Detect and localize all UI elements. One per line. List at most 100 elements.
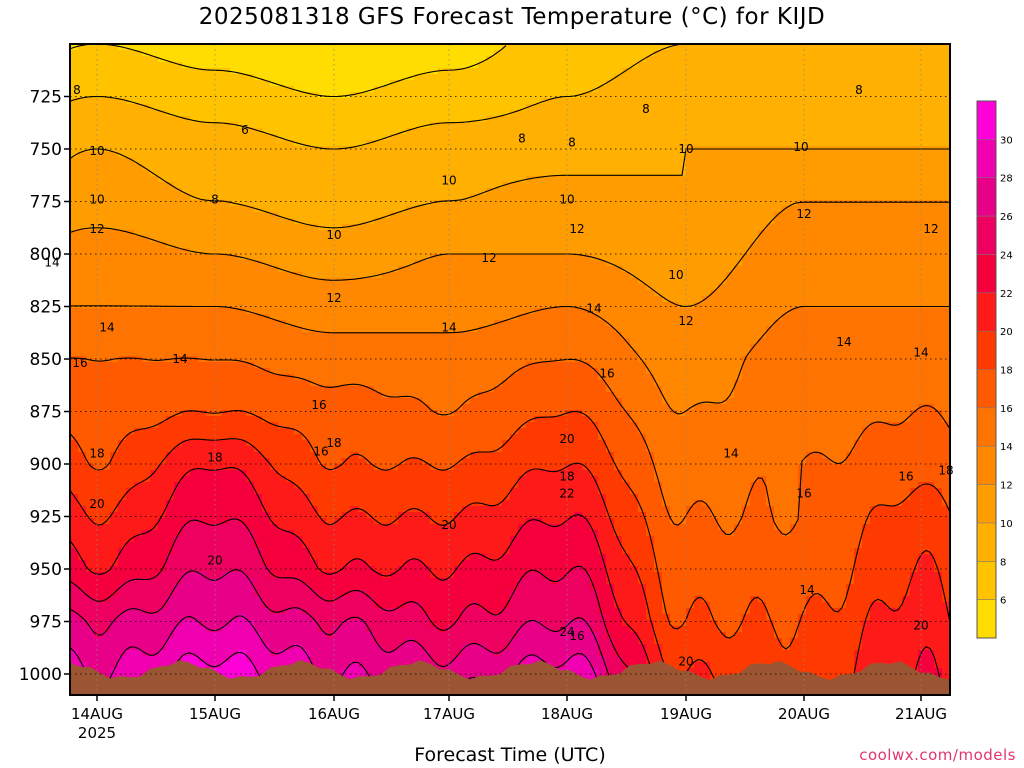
temperature-cell [134,266,143,273]
temperature-cell [334,284,343,291]
temperature-cell [358,242,367,249]
temperature-cell [182,188,191,195]
temperature-cell [286,56,295,63]
temperature-cell [198,236,207,243]
temperature-cell [430,224,439,231]
temperature-cell [158,188,167,195]
temperature-cell [134,122,143,129]
temperature-cell [358,296,367,303]
temperature-cell [430,344,439,351]
temperature-cell [230,344,239,351]
temperature-cell [86,506,95,513]
temperature-cell [406,398,415,405]
temperature-cell [342,542,351,549]
temperature-cell [254,374,263,381]
temperature-cell [214,92,223,99]
temperature-cell [246,536,255,543]
temperature-cell [350,146,359,153]
temperature-cell [350,398,359,405]
temperature-cell [294,656,303,663]
temperature-cell [406,206,415,213]
temperature-cell [198,56,207,63]
temperature-cell [286,242,295,249]
temperature-cell [398,326,407,333]
temperature-cell [430,428,439,435]
temperature-cell [366,530,375,537]
temperature-cell [190,50,199,57]
temperature-cell [406,50,415,57]
temperature-cell [310,350,319,357]
temperature-cell [414,92,423,99]
temperature-cell [414,584,423,591]
temperature-cell [134,344,143,351]
temperature-cell [262,350,271,357]
temperature-cell [118,548,127,555]
temperature-cell [102,176,111,183]
temperature-cell [398,620,407,627]
temperature-cell [262,56,271,63]
temperature-cell [390,440,399,447]
temperature-cell [430,512,439,519]
temperature-cell [326,452,335,459]
temperature-cell [126,188,135,195]
temperature-cell [222,326,231,333]
temperature-cell [278,92,287,99]
temperature-cell [134,56,143,63]
temperature-cell [174,470,183,477]
temperature-cell [174,488,183,495]
temperature-cell [214,212,223,219]
temperature-cell [278,662,287,669]
temperature-cell [102,44,111,51]
temperature-cell [166,602,175,609]
temperature-cell [102,266,111,273]
temperature-cell [390,350,399,357]
temperature-cell [342,206,351,213]
temperature-cell [286,380,295,387]
temperature-cell [262,206,271,213]
temperature-cell [102,314,111,321]
temperature-cell [94,620,103,627]
temperature-cell [382,488,391,495]
temperature-cell [358,56,367,63]
temperature-cell [110,302,119,309]
temperature-cell [262,338,271,345]
temperature-cell [110,158,119,165]
temperature-cell [310,236,319,243]
temperature-cell [206,260,215,267]
temperature-cell [174,140,183,147]
temperature-cell [382,452,391,459]
temperature-cell [198,440,207,447]
temperature-cell [134,308,143,315]
temperature-cell [142,320,151,327]
temperature-cell [118,452,127,459]
temperature-cell [238,506,247,513]
temperature-cell [134,578,143,585]
temperature-cell [134,512,143,519]
temperature-cell [142,308,151,315]
temperature-cell [374,494,383,501]
temperature-cell [374,158,383,165]
temperature-cell [118,602,127,609]
temperature-cell [294,236,303,243]
temperature-cell [246,140,255,147]
temperature-cell [142,296,151,303]
temperature-cell [110,428,119,435]
temperature-cell [222,302,231,309]
temperature-cell [222,260,231,267]
temperature-cell [350,596,359,603]
temperature-cell [78,596,87,603]
temperature-cell [198,44,207,51]
temperature-cell [254,524,263,531]
temperature-cell [390,332,399,339]
temperature-cell [406,68,415,75]
temperature-cell [150,560,159,567]
temperature-cell [278,554,287,561]
temperature-cell [206,662,215,669]
temperature-cell [70,488,79,495]
temperature-cell [70,644,79,651]
temperature-cell [366,128,375,135]
temperature-cell [390,284,399,291]
temperature-cell [150,218,159,225]
temperature-cell [262,464,271,471]
temperature-cell [150,470,159,477]
